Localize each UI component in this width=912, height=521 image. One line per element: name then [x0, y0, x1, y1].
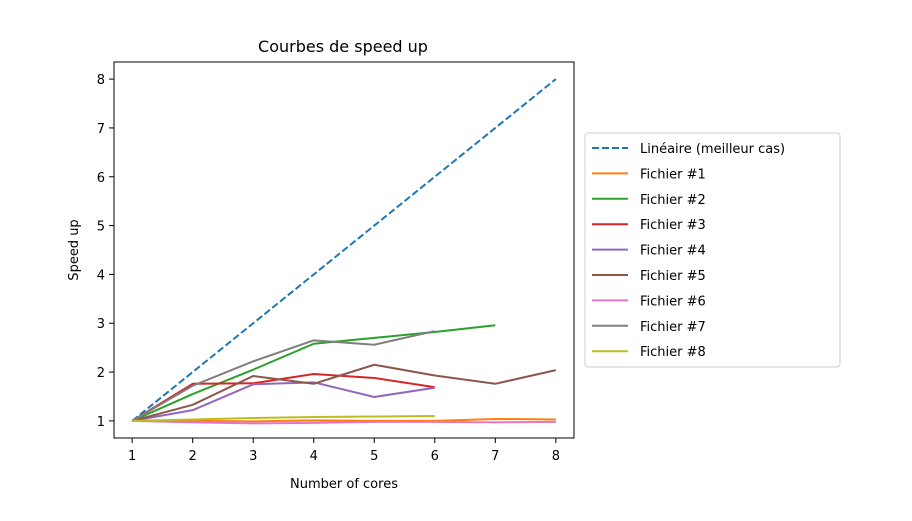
x-axis: 1 2 3 4 5 6 7 8 [128, 438, 560, 464]
legend-entries: Linéaire (meilleur cas) Fichier #1 Fichier… [592, 142, 785, 360]
legend-label: Fichier #1 [640, 167, 706, 182]
y-tick-label: 6 [97, 171, 105, 186]
legend-entry-fichier-4: Fichier #4 [592, 244, 706, 259]
x-tick-label: 8 [552, 449, 560, 464]
y-tick-label: 2 [97, 366, 105, 381]
legend-label: Fichier #6 [640, 294, 706, 309]
x-tick-label: 3 [249, 449, 257, 464]
x-tick-label: 6 [431, 449, 439, 464]
series-line-fichier-6 [132, 419, 556, 425]
legend-label: Fichier #2 [640, 193, 706, 208]
plot-frame [113, 61, 575, 439]
y-tick-label: 1 [97, 415, 105, 430]
y-tick-label: 8 [97, 73, 105, 88]
series-line-fichier-4 [131, 381, 435, 422]
x-tick-label: 7 [491, 449, 499, 464]
x-tick-label: 5 [370, 449, 378, 464]
y-tick-label: 7 [97, 122, 105, 137]
legend-label: Fichier #4 [640, 244, 706, 259]
series-line-fichier-7 [131, 330, 436, 422]
legend-label: Fichier #3 [640, 218, 706, 233]
plot-series [131, 78, 557, 425]
series-line-fichier-3 [131, 373, 435, 422]
x-tick-label: 1 [128, 449, 136, 464]
y-axis-label: Speed up [67, 219, 82, 280]
x-axis-label: Number of cores [290, 477, 398, 492]
legend-entry-fichier-8: Fichier #8 [592, 345, 706, 360]
legend-entry-fichier-5: Fichier #5 [592, 269, 706, 284]
legend-entry-fichier-1: Fichier #1 [592, 167, 706, 182]
legend-entry-lineaire-meilleur-cas: Linéaire (meilleur cas) [592, 142, 785, 157]
y-tick-label: 5 [97, 220, 105, 235]
series-line-fichier-1 [132, 417, 556, 423]
legend: Linéaire (meilleur cas) Fichier #1 Fichier… [584, 132, 841, 368]
legend-entry-fichier-7: Fichier #7 [592, 320, 706, 335]
legend-entry-fichier-3: Fichier #3 [592, 218, 706, 233]
chart-title: Courbes de speed up [258, 37, 428, 56]
legend-label: Linéaire (meilleur cas) [640, 142, 785, 157]
series-line-fichier-8 [132, 415, 435, 422]
legend-label: Fichier #8 [640, 345, 706, 360]
series-line-fichier-5 [131, 363, 557, 422]
legend-entry-fichier-2: Fichier #2 [592, 193, 706, 208]
legend-label: Fichier #5 [640, 269, 706, 284]
y-tick-label: 4 [97, 268, 105, 283]
legend-entry-fichier-6: Fichier #6 [592, 294, 706, 309]
series-line-lineaire-meilleur-cas [131, 78, 557, 422]
y-axis: 1 2 3 4 5 6 7 8 [97, 73, 114, 430]
x-tick-label: 4 [310, 449, 318, 464]
y-tick-label: 3 [97, 317, 105, 332]
legend-frame [584, 132, 841, 368]
x-tick-label: 2 [189, 449, 197, 464]
legend-label: Fichier #7 [640, 320, 706, 335]
